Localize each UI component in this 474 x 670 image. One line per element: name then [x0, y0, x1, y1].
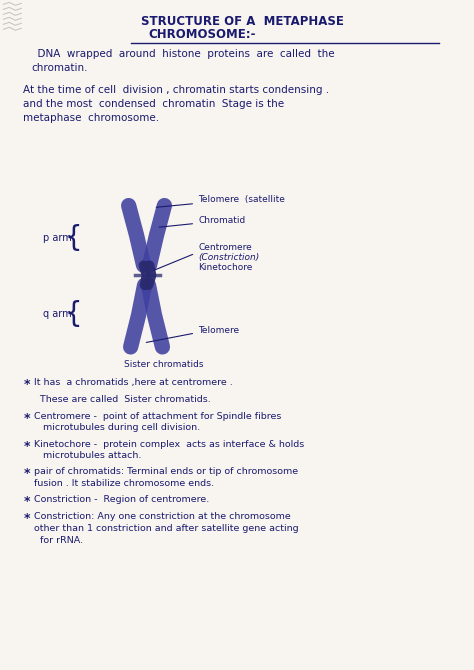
Text: Centromere: Centromere	[198, 243, 252, 252]
Text: {: {	[64, 299, 82, 328]
Text: Constriction: Any one constriction at the chromosome
other than 1 constriction a: Constriction: Any one constriction at th…	[34, 513, 299, 545]
Text: At the time of cell  division , chromatin starts condensing .
and the most  cond: At the time of cell division , chromatin…	[23, 85, 329, 123]
Text: pair of chromatids: Terminal ends or tip of chromosome
fusion . It stabilize chr: pair of chromatids: Terminal ends or tip…	[34, 468, 298, 488]
Text: Kinetochore: Kinetochore	[198, 263, 253, 272]
Text: *: *	[23, 495, 30, 509]
Text: Chromatid: Chromatid	[198, 216, 246, 225]
Text: Telomere  (satellite: Telomere (satellite	[198, 195, 285, 204]
Text: p arm: p arm	[43, 233, 72, 243]
Text: {: {	[64, 224, 82, 252]
Text: *: *	[23, 513, 30, 525]
Text: DNA  wrapped  around  histone  proteins  are  called  the
chromatin.: DNA wrapped around histone proteins are …	[31, 49, 335, 73]
Text: Kinetochore -  protein complex  acts as interface & holds
   microtubules attach: Kinetochore - protein complex acts as in…	[34, 440, 304, 460]
Text: Constriction -  Region of centromere.: Constriction - Region of centromere.	[34, 495, 210, 505]
Text: STRUCTURE OF A  METAPHASE: STRUCTURE OF A METAPHASE	[141, 15, 344, 28]
Text: Centromere -  point of attachment for Spindle fibres
   microtubules during cell: Centromere - point of attachment for Spi…	[34, 411, 282, 432]
Text: These are called  Sister chromatids.: These are called Sister chromatids.	[34, 395, 211, 404]
Text: (Constriction): (Constriction)	[198, 253, 259, 262]
Text: *: *	[23, 411, 30, 425]
Text: *: *	[23, 440, 30, 452]
Text: Sister chromatids: Sister chromatids	[124, 360, 203, 369]
Text: *: *	[23, 378, 30, 391]
Text: Telomere: Telomere	[198, 326, 239, 334]
Text: *: *	[23, 468, 30, 480]
Text: CHROMOSOME:-: CHROMOSOME:-	[148, 28, 256, 42]
Text: It has  a chromatids ,here at centromere .: It has a chromatids ,here at centromere …	[34, 378, 233, 387]
Text: q arm: q arm	[43, 309, 72, 319]
